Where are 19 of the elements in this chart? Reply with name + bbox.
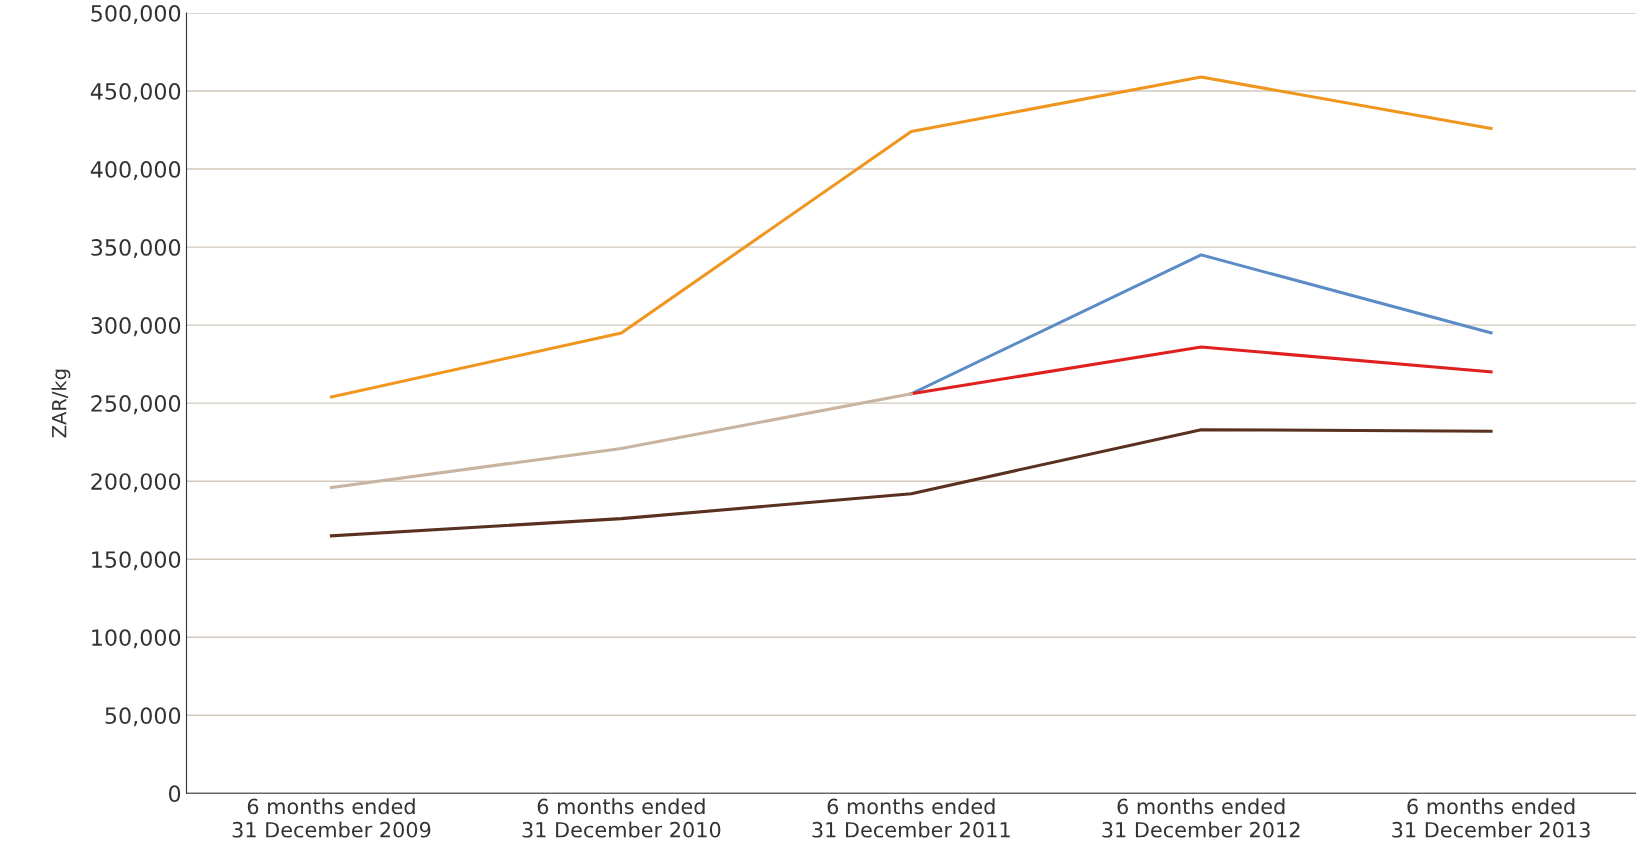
x-tick-label: 6 months ended 31 December 2012 [1102, 798, 1300, 838]
y-tick-label: 0 [168, 785, 181, 803]
y-tick-label: 300,000 [91, 317, 181, 337]
x-tick-label: 6 months ended 31 December 2011 [812, 798, 1010, 838]
x-tick-label: 6 months ended 31 December 2010 [522, 798, 721, 838]
x-tick-label: 6 months ended 31 December 2013 [1392, 798, 1590, 838]
y-tick-label: 200,000 [91, 473, 181, 493]
y-tick-label: 500,000 [91, 4, 181, 25]
x-tick-label: 6 months ended 31 December 2009 [232, 798, 431, 838]
line-series [329, 428, 1493, 538]
y-tick-label: 350,000 [91, 239, 181, 259]
y-tick-label: 450,000 [90, 82, 181, 103]
y-tick-label: 150,000 [92, 551, 181, 571]
y-tick-label: 50,000 [105, 707, 181, 727]
line-series [329, 75, 1493, 399]
y-tick-label: 100,000 [92, 629, 181, 649]
y-tick-label: 250,000 [91, 395, 181, 415]
y-axis-title: ZAR/kg [51, 369, 71, 438]
y-tick-label: 400,000 [90, 161, 181, 181]
